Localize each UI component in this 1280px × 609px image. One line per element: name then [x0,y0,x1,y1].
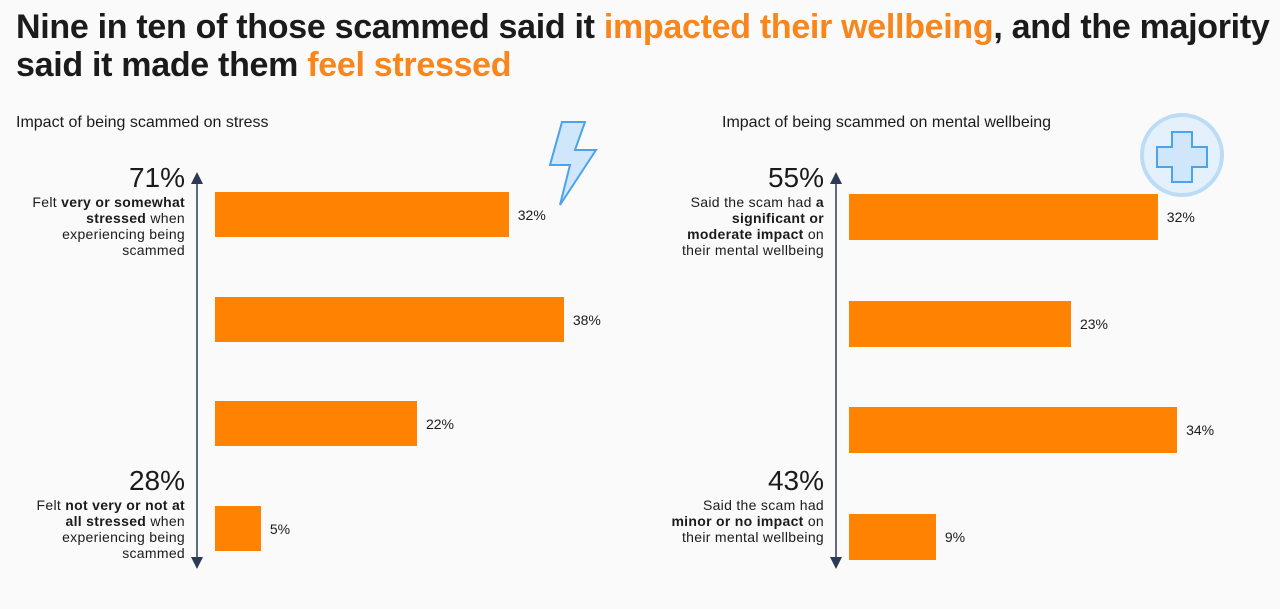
bar [215,401,417,446]
annotation-plain: on their mental wellbeing [681,226,824,258]
annotation-bold: very or somewhat stressed [61,194,185,226]
title-highlight: feel stressed [307,46,512,84]
value-label: 23% [1079,316,1108,332]
annotation-plain: Felt [32,194,62,210]
annotation-bold: minor or no impact [671,513,804,529]
value-label: 32% [1166,209,1195,225]
bar [215,297,564,342]
value-label: 32% [517,206,546,223]
annotation-bold: a significant or moderate impact [687,194,824,242]
bar [849,194,1158,240]
value-label: 34% [1186,422,1215,438]
cross-icon [1156,131,1208,183]
title-highlight: impacted their wellbeing [603,8,994,46]
bar [215,506,261,551]
title-text: , and the majority said it made them [16,8,1270,84]
annotation-text: Felt not very or not at all stressed whe… [25,497,185,561]
bar [849,407,1178,453]
page-title: Nine in ten of those scammed said it imp… [16,8,1276,84]
annotation-plain: Felt [36,497,66,513]
title-text: Nine in ten of those scammed said it [16,8,604,46]
annotation-text: Said the scam had minor or no impact on … [669,497,824,545]
annotation-plain: when experiencing being scammed [62,210,185,258]
lightning-icon [548,121,598,206]
annotation-text: Said the scam had a significant or moder… [669,194,824,258]
annotation-plain: Said the scam had [702,497,824,513]
annotation-percent: 55% [767,162,824,193]
annotation-plain: when experiencing being scammed [62,513,185,561]
annotation-percent: 28% [128,465,185,496]
bar [849,514,936,560]
value-label: 9% [944,529,966,545]
value-label: 22% [425,415,454,432]
bar [849,301,1071,347]
value-label: 38% [572,311,601,328]
annotation-bold: not very or not at all stressed [65,497,185,529]
annotation-percent: 71% [128,162,185,193]
chart-subtitle: Impact of being scammed on stress [16,114,269,131]
annotation-percent: 43% [767,465,824,496]
annotation-plain: on their mental wellbeing [681,513,824,545]
bar [215,192,509,237]
value-label: 5% [269,520,291,537]
chart-subtitle: Impact of being scammed on mental wellbe… [722,114,1052,131]
annotation-text: Felt very or somewhat stressed when expe… [25,194,185,258]
annotation-plain: Said the scam had [690,194,816,210]
